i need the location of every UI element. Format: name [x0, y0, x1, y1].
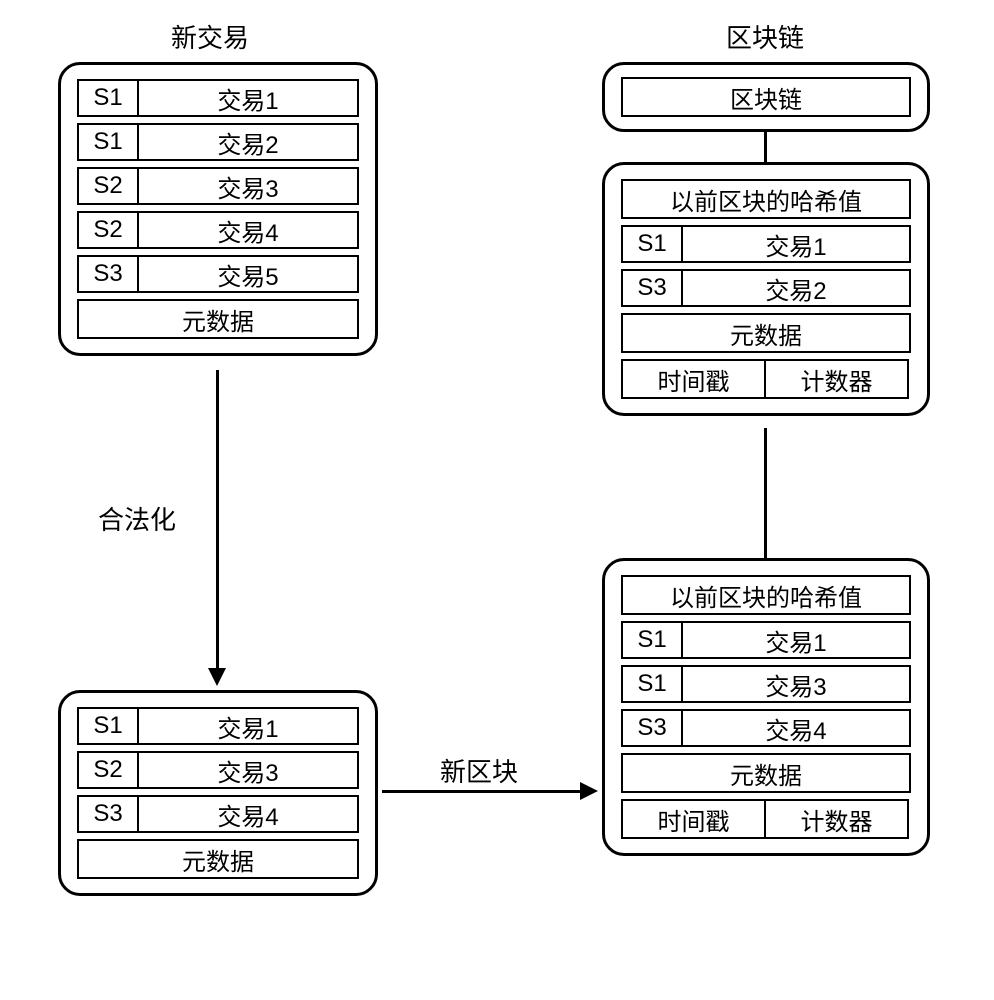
sender-cell: S3 [621, 709, 683, 747]
new-tx-panel: S1交易1 S1交易2 S2交易3 S2交易4 S3交易5 元数据 [58, 62, 378, 356]
tx-cell: 交易2 [137, 123, 359, 161]
arrow-head-icon [580, 782, 598, 800]
counter-cell: 计数器 [764, 799, 909, 839]
prev-hash-cell: 以前区块的哈希值 [621, 575, 911, 615]
tx-cell: 交易3 [681, 665, 911, 703]
sender-cell: S1 [621, 621, 683, 659]
tx-cell: 交易3 [137, 167, 359, 205]
sender-cell: S3 [77, 255, 139, 293]
arrow-line [216, 370, 219, 670]
title-new-tx: 新交易 [150, 18, 270, 55]
tx-cell: 交易1 [681, 621, 911, 659]
sender-cell: S1 [621, 665, 683, 703]
tx-cell: 交易4 [137, 211, 359, 249]
sender-cell: S2 [77, 167, 139, 205]
tx-row: S2交易3 [77, 751, 359, 789]
tx-cell: 交易1 [137, 707, 359, 745]
chain-header-cell: 区块链 [621, 77, 911, 117]
arrow-line [382, 790, 582, 793]
tx-cell: 交易4 [681, 709, 911, 747]
meta-cell: 元数据 [621, 753, 911, 793]
chain-header-panel: 区块链 [602, 62, 930, 132]
legalize-label: 合法化 [98, 500, 176, 537]
tx-row: S1交易3 [621, 665, 911, 703]
tx-row: S1交易1 [77, 707, 359, 745]
sender-cell: S1 [621, 225, 683, 263]
tx-cell: 交易1 [681, 225, 911, 263]
tx-cell: 交易2 [681, 269, 911, 307]
tx-row: S1交易2 [77, 123, 359, 161]
sender-cell: S2 [77, 751, 139, 789]
counter-cell: 计数器 [764, 359, 909, 399]
connector-line [764, 428, 767, 558]
sender-cell: S1 [77, 79, 139, 117]
tx-row: S2交易4 [77, 211, 359, 249]
title-blockchain: 区块链 [705, 18, 825, 55]
tx-cell: 交易5 [137, 255, 359, 293]
meta-cell: 元数据 [621, 313, 911, 353]
new-block-label: 新区块 [440, 752, 518, 789]
tx-row: S3交易4 [77, 795, 359, 833]
tx-row: S1交易1 [77, 79, 359, 117]
tx-row: S1交易1 [621, 621, 911, 659]
tx-row: S1交易1 [621, 225, 911, 263]
tx-cell: 交易3 [137, 751, 359, 789]
sender-cell: S3 [77, 795, 139, 833]
tx-row: S3交易4 [621, 709, 911, 747]
footer-row: 时间戳 计数器 [621, 359, 911, 399]
tx-row: S3交易5 [77, 255, 359, 293]
block-panel: 以前区块的哈希值 S1交易1 S3交易2 元数据 时间戳 计数器 [602, 162, 930, 416]
timestamp-cell: 时间戳 [621, 359, 766, 399]
tx-cell: 交易1 [137, 79, 359, 117]
timestamp-cell: 时间戳 [621, 799, 766, 839]
prev-hash-cell: 以前区块的哈希值 [621, 179, 911, 219]
sender-cell: S2 [77, 211, 139, 249]
sender-cell: S1 [77, 123, 139, 161]
tx-row: S2交易3 [77, 167, 359, 205]
footer-row: 时间戳 计数器 [621, 799, 911, 839]
meta-cell: 元数据 [77, 299, 359, 339]
meta-cell: 元数据 [77, 839, 359, 879]
sender-cell: S3 [621, 269, 683, 307]
valid-panel: S1交易1 S2交易3 S3交易4 元数据 [58, 690, 378, 896]
tx-cell: 交易4 [137, 795, 359, 833]
tx-row: S3交易2 [621, 269, 911, 307]
arrow-head-icon [208, 668, 226, 686]
sender-cell: S1 [77, 707, 139, 745]
block-panel: 以前区块的哈希值 S1交易1 S1交易3 S3交易4 元数据 时间戳 计数器 [602, 558, 930, 856]
connector-line [764, 132, 767, 162]
